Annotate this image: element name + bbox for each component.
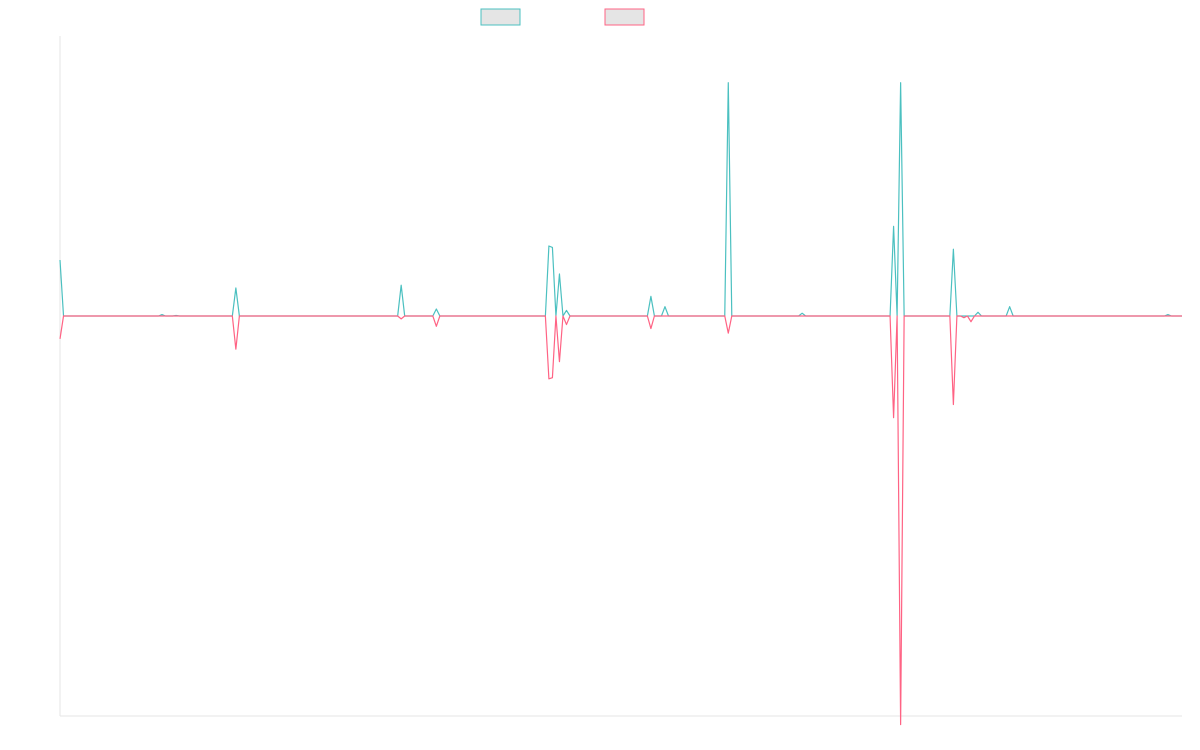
series-1-point [59,259,60,260]
series-1-point [1167,314,1168,315]
series-2-point [728,333,729,334]
series-1-point [650,296,651,297]
series-2-point [545,315,546,316]
series-layer [59,82,1182,726]
series-1-point [548,245,549,246]
series-2-point [900,724,901,725]
series-2-point [552,377,553,378]
series-1-point [1009,306,1010,307]
series-2-point [949,315,950,316]
series-2-point [904,315,905,316]
series-1-point [566,310,567,311]
series-2-point [559,361,560,362]
series-2-point [235,349,236,350]
series-1-point [900,82,901,83]
series-1-point [401,285,402,286]
legend-swatch-2[interactable] [604,8,645,26]
series-1-point [953,249,954,250]
series-1-point [235,287,236,288]
series-1-point [559,273,560,274]
series-2-point [974,315,975,316]
series-2-point [548,378,549,379]
series-2-point [970,321,971,322]
series-line-1 [59,82,1182,317]
series-2-point [963,317,964,318]
series-2-point [439,315,440,316]
series-1-point [436,308,437,309]
series-1-point [977,312,978,313]
series-2-point [432,315,433,316]
legend-swatch-1[interactable] [480,8,521,26]
series-2-point [967,315,968,316]
series-2-point [239,315,240,316]
series-2-point [1181,315,1182,316]
axes [59,36,1182,717]
series-2-point [436,326,437,327]
series-2-point [960,315,961,316]
series-2-point [650,328,651,329]
series-line-2 [59,315,1182,726]
series-2-point [555,315,556,316]
series-1-point [893,226,894,227]
series-1-point [728,82,729,83]
series-2-point [956,315,957,316]
series-2-point [953,404,954,405]
series-2-point [569,315,570,316]
legend [480,8,645,26]
series-2-point [889,315,890,316]
series-2-point [731,315,732,316]
series-1-point [552,247,553,248]
series-2-point [397,315,398,316]
series-2-point [562,315,563,316]
series-2-point [401,318,402,319]
series-1-point [802,313,803,314]
series-2-point [647,315,648,316]
series-1-point [161,314,162,315]
series-2-point [404,315,405,316]
series-2-point [63,315,64,316]
series-2-point [59,338,60,339]
series-2-point [566,324,567,325]
series-2-point [232,315,233,316]
series-2-point [724,315,725,316]
series-2-point [893,417,894,418]
series-2-point [654,315,655,316]
series-1-point [664,306,665,307]
series-2-point [897,315,898,316]
